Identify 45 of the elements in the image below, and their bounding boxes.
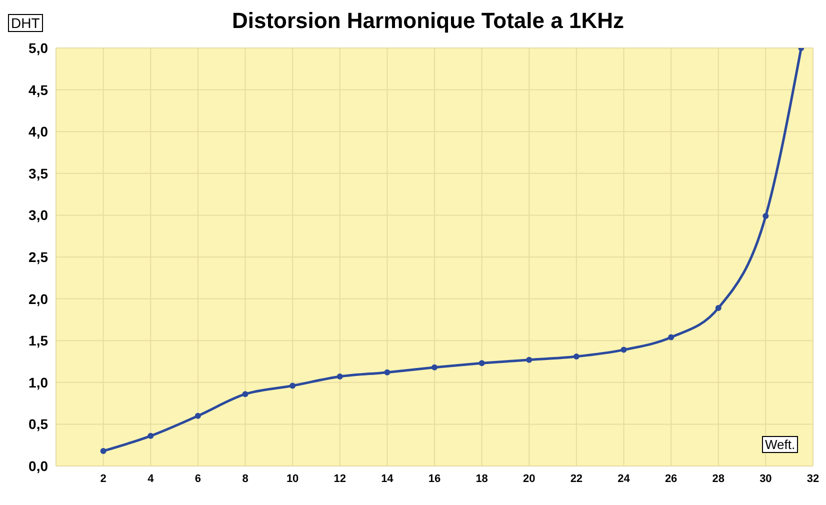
point: [100, 448, 106, 454]
y-tick-label: 3,0: [28, 207, 48, 224]
y-tick-label: 0,0: [28, 458, 48, 474]
x-tick-label: 12: [334, 472, 346, 485]
point: [432, 364, 438, 370]
y-tick-label: 2,0: [28, 290, 48, 307]
x-tick-label: 6: [194, 472, 201, 485]
y-tick-label: 2,5: [28, 248, 48, 265]
x-tick-label: 8: [242, 472, 248, 485]
x-tick-label: 4: [148, 472, 155, 485]
y-tick-label: 5,0: [28, 40, 48, 56]
y-tick-label: 1,0: [28, 374, 48, 390]
x-tick-label: 14: [381, 472, 394, 485]
x-tick-label: 16: [428, 472, 441, 485]
point: [526, 356, 532, 363]
point: [148, 432, 154, 439]
x-tick-label: 30: [760, 472, 772, 485]
y-axis-title: DHT: [8, 14, 43, 32]
x-tick-label: 24: [618, 472, 631, 485]
point: [384, 369, 390, 376]
point: [715, 304, 722, 311]
y-tick-label: 0,5: [28, 416, 48, 432]
x-tick-label: 28: [712, 472, 724, 485]
point: [620, 346, 627, 353]
chart-title: Distorsion Harmonique Totale a 1KHz: [231, 8, 625, 34]
x-tick-label: 2: [100, 472, 106, 485]
x-tick-label: 20: [523, 472, 536, 485]
point: [762, 213, 769, 220]
x-tick-label: 18: [476, 472, 488, 485]
x-tick-label: 32: [806, 472, 820, 485]
x-tick-label: 26: [664, 472, 678, 485]
y-tick-label: 1,5: [28, 332, 48, 349]
point: [668, 334, 674, 340]
point: [573, 353, 580, 360]
point: [242, 391, 248, 398]
point: [194, 412, 201, 419]
point: [478, 360, 485, 366]
y-tick-label: 3,5: [28, 165, 48, 182]
x-axis-title: Weft.: [762, 436, 798, 453]
point: [290, 382, 296, 389]
x-tick-label: 22: [570, 472, 583, 485]
y-tick-label: 4,5: [28, 82, 48, 98]
x-tick-label: 10: [286, 472, 299, 485]
point: [336, 374, 343, 380]
y-tick-label: 4,0: [28, 124, 48, 140]
